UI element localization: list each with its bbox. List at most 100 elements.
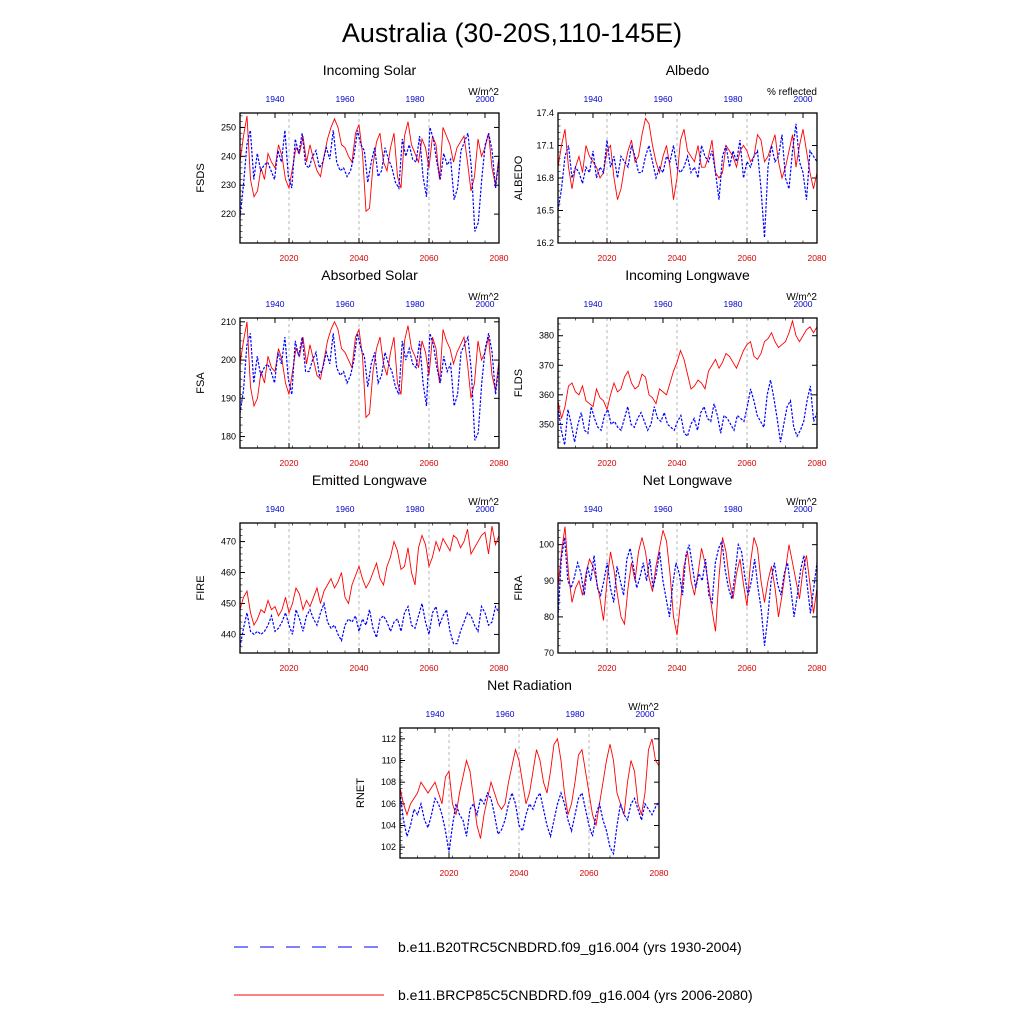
xtick-label-bottom-albedo: 2020 [598, 253, 617, 263]
xtick-label-bottom-absorbed-solar: 2060 [420, 458, 439, 468]
panel-title-incoming-longwave: Incoming Longwave [625, 267, 750, 283]
plot-frame-albedo [557, 112, 818, 244]
xtick-label-bottom-incoming-solar: 2060 [420, 253, 439, 263]
ylabel-incoming-longwave: FLDS [513, 369, 525, 397]
xtick-label-top-absorbed-solar: 1940 [266, 299, 285, 309]
xtick-label-bottom-incoming-solar: 2040 [350, 253, 369, 263]
xtick-label-bottom-albedo: 2080 [808, 253, 827, 263]
xtick-label-bottom-albedo: 2060 [738, 253, 757, 263]
xtick-label-bottom-net-radiation: 2040 [510, 868, 529, 878]
xtick-label-bottom-incoming-longwave: 2060 [738, 458, 757, 468]
ylabel-absorbed-solar: FSA [195, 372, 207, 394]
ytick-label-incoming-longwave: 380 [539, 331, 554, 341]
units-label-albedo: % reflected [767, 87, 817, 98]
units-label-incoming-longwave: W/m^2 [786, 292, 817, 303]
ytick-label-absorbed-solar: 190 [221, 393, 236, 403]
legend-label-historical: b.e11.B20TRC5CNBDRD.f09_g16.004 (yrs 193… [398, 939, 742, 955]
xtick-label-top-albedo: 1940 [584, 94, 603, 104]
ylabel-net-radiation: RNET [355, 778, 367, 808]
ytick-label-albedo: 16.8 [536, 173, 554, 183]
series-line-future-albedo [557, 117, 818, 200]
ylabel-emitted-longwave: FIRE [195, 575, 207, 600]
xtick-label-bottom-incoming-solar: 2080 [490, 253, 509, 263]
units-label-net-radiation: W/m^2 [628, 702, 659, 713]
xtick-label-bottom-incoming-solar: 2020 [280, 253, 299, 263]
ytick-label-absorbed-solar: 180 [221, 432, 236, 442]
xtick-label-top-net-longwave: 1980 [724, 504, 743, 514]
xtick-label-top-emitted-longwave: 1940 [266, 504, 285, 514]
panel-title-incoming-solar: Incoming Solar [323, 62, 417, 78]
ytick-label-net-radiation: 104 [381, 821, 396, 831]
ytick-label-incoming-longwave: 370 [539, 360, 554, 370]
series-line-historical-emitted-longwave [239, 601, 500, 647]
xtick-label-top-incoming-longwave: 1960 [654, 299, 673, 309]
xtick-label-top-incoming-solar: 1980 [406, 94, 425, 104]
series-line-future-emitted-longwave [239, 526, 500, 627]
xtick-label-top-emitted-longwave: 2000 [476, 504, 495, 514]
panel-title-net-longwave: Net Longwave [643, 472, 733, 488]
ytick-label-emitted-longwave: 460 [221, 568, 236, 578]
panel-title-albedo: Albedo [666, 62, 710, 78]
ytick-label-incoming-solar: 240 [221, 151, 236, 161]
xtick-label-top-net-radiation: 1940 [426, 709, 445, 719]
xtick-label-bottom-incoming-longwave: 2020 [598, 458, 617, 468]
ytick-label-net-radiation: 110 [382, 756, 396, 766]
panel-albedo: Albedo % reflected ALBEDO 16.2 16.5 16.8 17.1 1… [513, 62, 827, 263]
ytick-label-net-radiation: 102 [381, 842, 396, 852]
units-label-absorbed-solar: W/m^2 [468, 292, 499, 303]
ytick-label-absorbed-solar: 210 [221, 317, 236, 327]
panel-emitted-longwave: Emitted Longwave W/m^2 FIRE 440 450 460 470 202… [195, 472, 509, 673]
xtick-label-top-net-radiation: 1980 [566, 709, 585, 719]
plot-frame-incoming-longwave [557, 317, 818, 449]
xtick-label-bottom-incoming-longwave: 2040 [668, 458, 687, 468]
ytick-label-net-longwave: 80 [544, 612, 554, 622]
ylabel-incoming-solar: FSDS [195, 163, 207, 192]
panels: Incoming Solar W/m^2 FSDS 220 230 240 250 2020 2… [195, 62, 827, 878]
xtick-label-bottom-incoming-longwave: 2080 [808, 458, 827, 468]
ylabel-net-longwave: FIRA [513, 575, 525, 601]
ytick-label-emitted-longwave: 450 [221, 598, 236, 608]
panel-title-emitted-longwave: Emitted Longwave [312, 472, 427, 488]
series-line-historical-net-radiation [399, 791, 660, 856]
panel-net-longwave: Net Longwave W/m^2 FIRA 70 80 90 100 2020 2040 20… [513, 472, 827, 673]
series-line-historical-absorbed-solar [239, 333, 500, 441]
panel-incoming-longwave: Incoming Longwave W/m^2 FLDS 350 360 370 380 20… [513, 267, 827, 468]
ytick-label-net-longwave: 70 [544, 648, 554, 658]
ytick-label-emitted-longwave: 470 [221, 537, 236, 547]
xtick-label-bottom-net-radiation: 2020 [440, 868, 459, 878]
ytick-label-albedo: 16.5 [536, 206, 554, 216]
main-title: Australia (30-20S,110-145E) [342, 18, 682, 48]
ytick-label-incoming-longwave: 360 [539, 390, 554, 400]
xtick-label-bottom-absorbed-solar: 2040 [350, 458, 369, 468]
xtick-label-bottom-emitted-longwave: 2040 [350, 663, 369, 673]
xtick-label-bottom-emitted-longwave: 2020 [280, 663, 299, 673]
xtick-label-top-albedo: 2000 [794, 94, 813, 104]
xtick-label-top-emitted-longwave: 1960 [336, 504, 355, 514]
xtick-label-bottom-net-radiation: 2060 [580, 868, 599, 878]
panel-net-radiation: Net Radiation W/m^2 RNET 102 104 106 108 110 112… [355, 677, 669, 878]
ytick-label-albedo: 16.2 [536, 238, 554, 248]
xtick-label-bottom-net-radiation: 2080 [650, 868, 669, 878]
xtick-label-top-incoming-solar: 1960 [336, 94, 355, 104]
ytick-label-net-radiation: 106 [381, 799, 396, 809]
xtick-label-bottom-absorbed-solar: 2020 [280, 458, 299, 468]
ytick-label-incoming-longwave: 350 [539, 419, 554, 429]
xtick-label-top-net-longwave: 1940 [584, 504, 603, 514]
xtick-label-bottom-albedo: 2040 [668, 253, 687, 263]
xtick-label-bottom-absorbed-solar: 2080 [490, 458, 509, 468]
xtick-label-bottom-net-longwave: 2020 [598, 663, 617, 673]
ylabel-albedo: ALBEDO [513, 155, 525, 200]
series-line-future-incoming-solar [239, 115, 500, 213]
xtick-label-top-absorbed-solar: 2000 [476, 299, 495, 309]
ytick-label-absorbed-solar: 200 [221, 355, 236, 365]
xtick-label-top-absorbed-solar: 1980 [406, 299, 425, 309]
panel-title-net-radiation: Net Radiation [487, 677, 572, 693]
xtick-label-top-net-longwave: 1960 [654, 504, 673, 514]
xtick-label-bottom-emitted-longwave: 2080 [490, 663, 509, 673]
plot-frame-net-radiation [399, 727, 660, 859]
xtick-label-top-net-radiation: 2000 [636, 709, 655, 719]
ytick-label-incoming-solar: 230 [221, 180, 236, 190]
xtick-label-bottom-emitted-longwave: 2060 [420, 663, 439, 673]
series-line-historical-incoming-longwave [557, 379, 818, 446]
